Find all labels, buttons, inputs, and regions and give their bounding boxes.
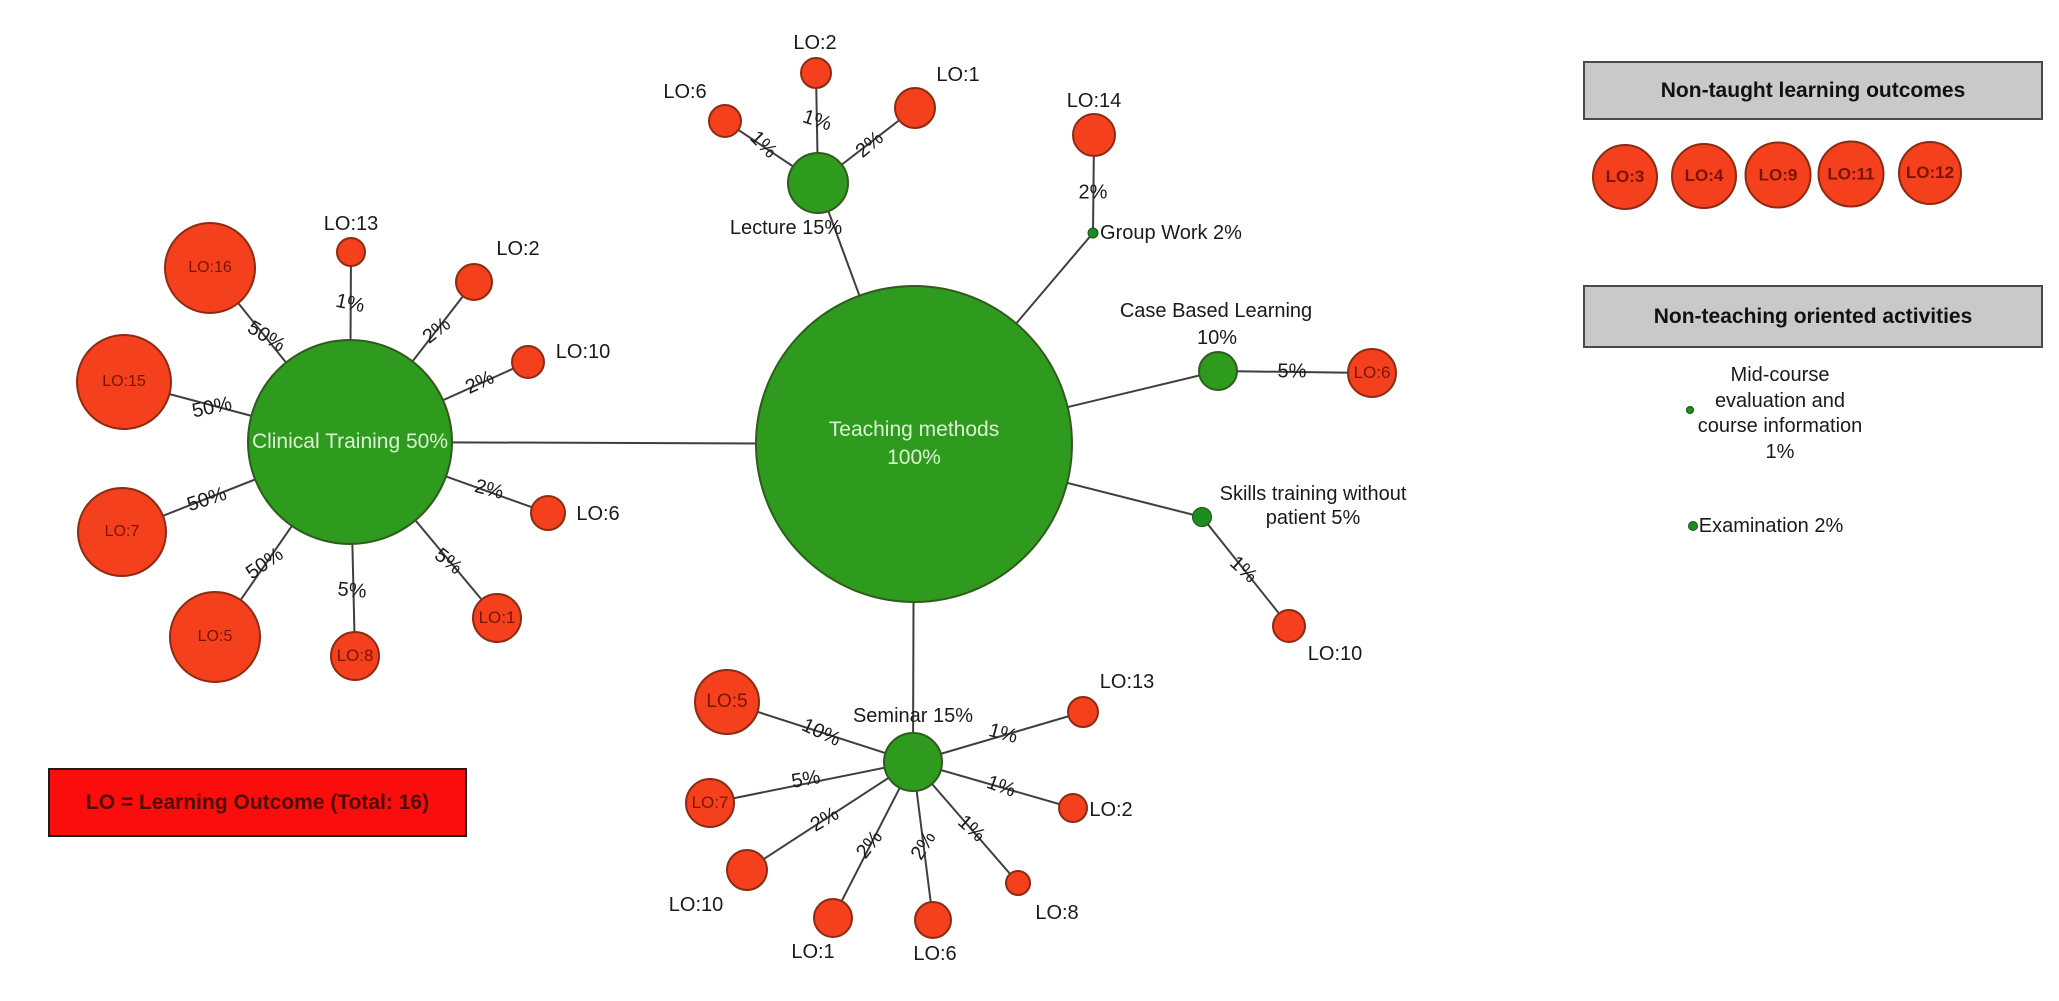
lo-node-clinical-2 [455, 263, 493, 301]
lo-node-groupwork-14 [1072, 113, 1116, 157]
lo-label: LO:6 [913, 943, 957, 965]
lo-node-case-6: LO:6 [1347, 348, 1397, 398]
lo-node-seminar-1 [813, 898, 853, 938]
lo-label: LO:2 [793, 32, 837, 54]
examination-label: Examination 2% [1698, 515, 1844, 537]
lo-node-skills-10 [1272, 609, 1306, 643]
skills-training-label-line1: Skills training without [1219, 483, 1407, 505]
skills-training-node [1192, 507, 1212, 527]
lo-node-seminar-5: LO:5 [694, 669, 760, 735]
lo-label: LO:10 [555, 341, 611, 363]
lo-node-clinical-8: LO:8 [330, 631, 380, 681]
lo-label: LO:1 [791, 941, 835, 963]
skills-training-label-line2: patient 5% [1265, 507, 1361, 529]
lo-node-lecture-1 [894, 87, 936, 129]
lo-node-seminar-2 [1058, 793, 1088, 823]
lo-label: LO:10 [1307, 643, 1363, 665]
lo-node-clinical-13 [336, 237, 366, 267]
lo-label: LO:10 [668, 894, 724, 916]
group-work-label: Group Work 2% [1100, 222, 1242, 244]
group-work-node [1087, 227, 1099, 239]
lo-label: LO:2 [1089, 799, 1133, 821]
mid-course-node [1686, 406, 1694, 414]
lo-node-clinical-16: LO:16 [164, 222, 256, 314]
lo-label: LO:14 [1066, 90, 1122, 112]
lo-node-nontaught-3: LO:3 [1592, 144, 1658, 210]
lo-label: LO:6 [576, 503, 620, 525]
lo-node-clinical-7: LO:7 [77, 487, 167, 577]
lo-node-seminar-13 [1067, 696, 1099, 728]
teaching-methods-node: Teaching methods 100% [755, 285, 1073, 603]
weight-label: 2% [1078, 181, 1108, 204]
clinical-training-node: Clinical Training 50% [247, 339, 453, 545]
teaching-methods-label: Teaching methods 100% [828, 418, 1000, 469]
lo-node-seminar-6 [914, 901, 952, 939]
lo-label: LO:6 [663, 81, 707, 103]
lecture-label: Lecture 15% [729, 217, 843, 239]
non-teaching-activities-header: Non-teaching oriented activities [1583, 285, 2043, 348]
non-taught-outcomes-header: Non-taught learning outcomes [1583, 61, 2043, 120]
case-based-learning-pct: 10% [1196, 327, 1238, 349]
lo-node-lecture-2 [800, 57, 832, 89]
lo-node-nontaught-11: LO:11 [1817, 140, 1885, 208]
lo-label: LO:1 [936, 64, 980, 86]
lo-label: LO:13 [323, 213, 379, 235]
lo-label: LO:2 [496, 238, 540, 260]
lo-node-nontaught-4: LO:4 [1671, 143, 1737, 209]
lo-node-clinical-1: LO:1 [472, 593, 522, 643]
lo-node-lecture-6 [708, 104, 742, 138]
lecture-node [787, 152, 849, 214]
lo-node-clinical-10 [511, 345, 545, 379]
lo-node-seminar-10 [726, 849, 768, 891]
lo-node-nontaught-9: LO:9 [1744, 141, 1812, 209]
weight-label: 5% [336, 578, 368, 603]
examination-node [1688, 521, 1698, 531]
lo-label: LO:13 [1099, 671, 1155, 693]
seminar-label: Seminar 15% [852, 705, 974, 727]
lo-node-clinical-5: LO:5 [169, 591, 261, 683]
lo-node-seminar-8 [1005, 870, 1031, 896]
case-based-learning-node [1198, 351, 1238, 391]
weight-label: 5% [1277, 360, 1307, 383]
legend-box: LO = Learning Outcome (Total: 16) [48, 768, 467, 837]
seminar-node [883, 732, 943, 792]
lo-node-nontaught-12: LO:12 [1898, 141, 1962, 205]
lo-node-clinical-6 [530, 495, 566, 531]
lo-node-seminar-7: LO:7 [685, 778, 735, 828]
clinical-training-label: Clinical Training 50% [251, 430, 449, 454]
case-based-learning-label: Case Based Learning [1119, 300, 1313, 322]
lo-label: LO:8 [1035, 902, 1079, 924]
mid-course-label: Mid-course evaluation and course informa… [1697, 363, 1863, 463]
weight-label: 5% [789, 766, 823, 793]
lo-node-clinical-15: LO:15 [76, 334, 172, 430]
